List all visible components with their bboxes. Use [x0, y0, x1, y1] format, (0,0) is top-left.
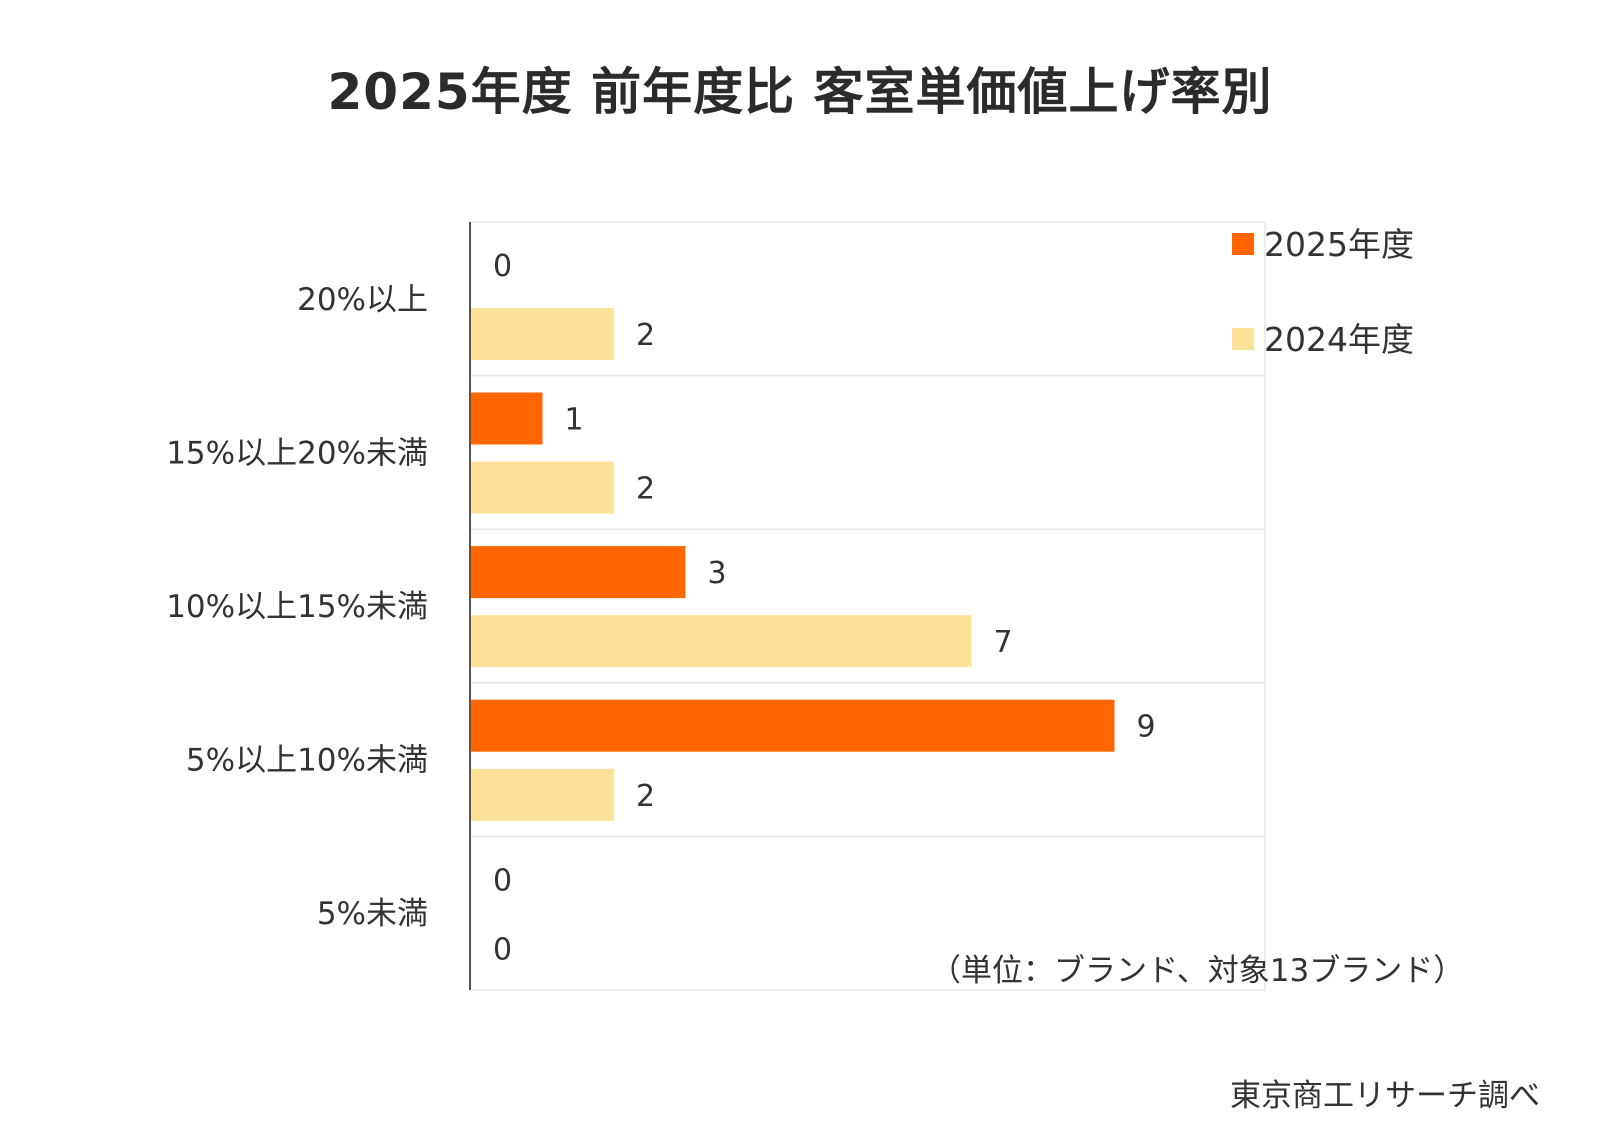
bar-2024 — [471, 768, 614, 821]
chart-title: 2025年度 前年度比 客室単価値上げ率別 — [327, 63, 1273, 121]
value-label: 2 — [636, 472, 655, 507]
value-label: 3 — [708, 556, 727, 591]
value-label: 2 — [636, 779, 655, 814]
unit-note: （単位：ブランド、対象13ブランド） — [930, 953, 1465, 989]
bar-2025 — [471, 546, 686, 599]
value-label: 1 — [565, 402, 584, 437]
bar-2025 — [471, 392, 543, 445]
bar-2024 — [471, 615, 972, 668]
value-label: 0 — [493, 249, 512, 284]
value-label: 0 — [493, 863, 512, 898]
legend-swatch — [1232, 233, 1254, 255]
value-label: 2 — [636, 318, 655, 353]
category-label: 5%以上10%未満 — [186, 743, 428, 779]
category-label: 15%以上20%未満 — [166, 435, 428, 471]
category-label: 5%未満 — [317, 896, 428, 932]
bar-2024 — [471, 461, 614, 514]
source-note: 東京商工リサーチ調べ — [1230, 1078, 1540, 1114]
bar-2024 — [471, 308, 614, 361]
category-labels: 20%以上 15%以上20%未満 10%以上15%未満 5%以上10%未満 5%未満 — [166, 282, 428, 932]
value-label: 9 — [1137, 710, 1156, 745]
legend-swatch — [1232, 328, 1254, 350]
legend-label: 2025年度 — [1264, 225, 1414, 264]
value-labels: 0 2 1 2 3 7 9 2 0 0 — [493, 249, 1156, 968]
bar-2025 — [471, 699, 1115, 752]
legend-label: 2024年度 — [1264, 320, 1414, 359]
category-label: 10%以上15%未満 — [166, 589, 428, 625]
bars-group — [471, 308, 1115, 821]
value-label: 7 — [994, 625, 1013, 660]
value-label: 0 — [493, 932, 512, 967]
legend: 2025年度 2024年度 — [1232, 225, 1414, 359]
category-label: 20%以上 — [297, 282, 428, 318]
